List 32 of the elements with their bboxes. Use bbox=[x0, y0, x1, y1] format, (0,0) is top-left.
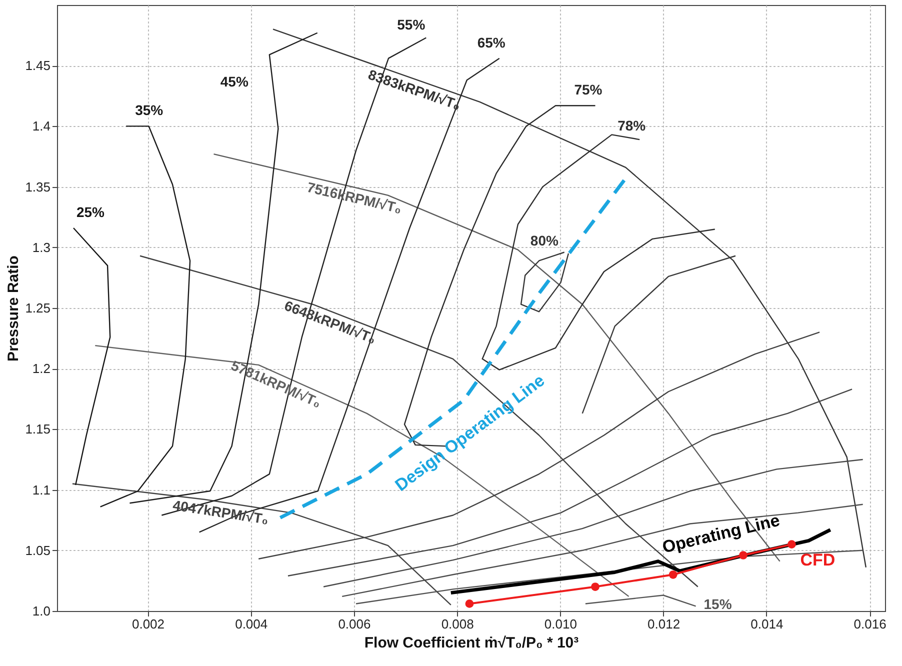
y-tick-label: 1.25 bbox=[25, 300, 50, 316]
x-tick-label: 0.008 bbox=[441, 616, 474, 632]
series-label: 25% bbox=[76, 204, 106, 220]
x-tick-label: 0.016 bbox=[854, 616, 886, 632]
series-label: 78% bbox=[618, 118, 646, 134]
series-label: 55% bbox=[397, 16, 426, 33]
y-tick-label: 1.05 bbox=[25, 542, 50, 558]
x-tick-label: 0.014 bbox=[750, 616, 784, 632]
y-tick-label: 1.15 bbox=[25, 422, 50, 437]
series-label: 75% bbox=[574, 82, 603, 98]
series-label: 65% bbox=[477, 34, 506, 50]
y-tick-label: 1.35 bbox=[25, 179, 50, 194]
series-label: CFD bbox=[800, 550, 836, 570]
series-label: 45% bbox=[220, 74, 249, 90]
x-axis-title: Flow Coefficient ṁ√T₀/P₀ * 10³ bbox=[364, 634, 579, 652]
x-tick-label: 0.006 bbox=[338, 616, 371, 632]
y-axis-title: Pressure Ratio bbox=[5, 256, 22, 362]
text: 4047kRPM/√T₀ bbox=[172, 496, 270, 528]
x-tick-label: 0.012 bbox=[648, 616, 680, 632]
series-label: 35% bbox=[135, 102, 164, 118]
y-tick-label: 1.45 bbox=[25, 58, 50, 74]
y-tick-label: 1.2 bbox=[32, 361, 50, 376]
x-tick-label: 0.010 bbox=[544, 616, 577, 632]
text: Operating Line bbox=[660, 510, 782, 557]
y-tick-label: 1.0 bbox=[32, 604, 50, 618]
y-tick-label: 1.1 bbox=[32, 482, 50, 498]
x-tick-label: 0.004 bbox=[235, 616, 268, 632]
series-label: 80% bbox=[530, 232, 559, 248]
y-tick-label: 1.3 bbox=[32, 240, 50, 255]
series-label: 15% bbox=[704, 596, 732, 612]
x-tick-label: 0.002 bbox=[132, 616, 165, 632]
y-tick-label: 1.4 bbox=[32, 118, 50, 134]
